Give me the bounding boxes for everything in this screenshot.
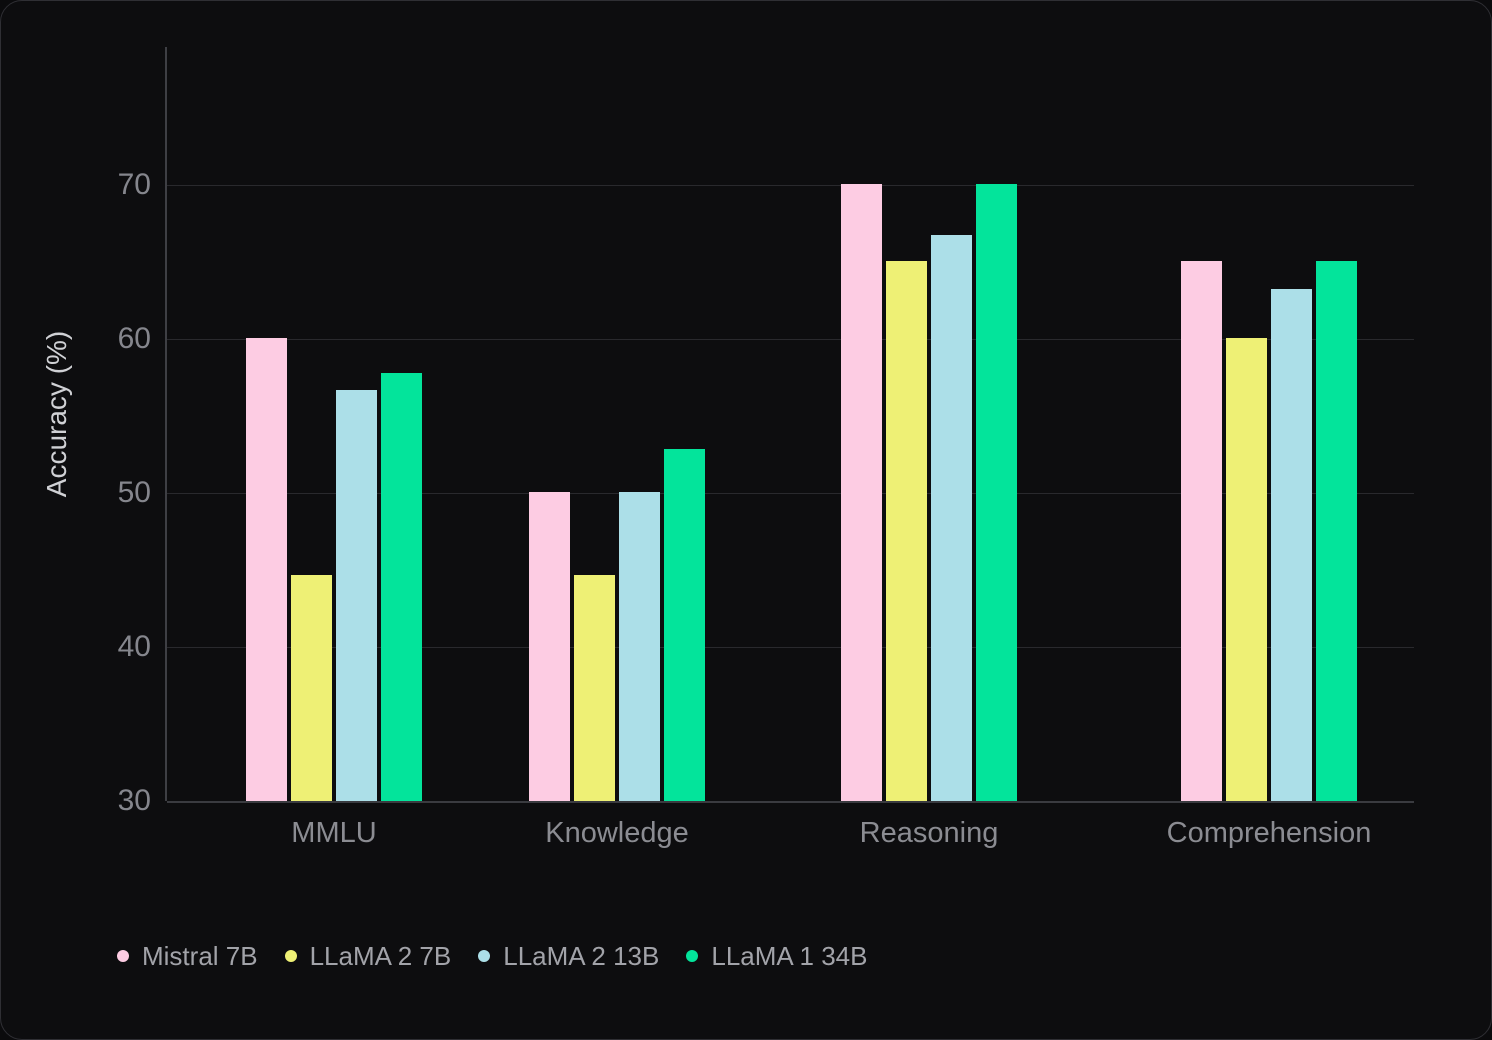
category-label-mmlu: MMLU: [291, 817, 377, 849]
bar-mistral-7b-mmlu[interactable]: [246, 337, 287, 801]
legend-dot-llama-1-34b: [686, 950, 699, 962]
bar-llama-2-13b-comprehension[interactable]: [1271, 288, 1312, 801]
gridline-70: [167, 184, 1414, 186]
y-axis: [165, 47, 167, 801]
gridline-50: [167, 492, 1414, 494]
category-label-reasoning: Reasoning: [859, 817, 999, 849]
bar-llama-2-7b-knowledge[interactable]: [574, 574, 615, 801]
category-label-knowledge: Knowledge: [545, 817, 689, 849]
category-label-comprehension: Comprehension: [1166, 817, 1372, 849]
bar-llama-2-13b-mmlu[interactable]: [336, 390, 377, 801]
legend-label: LLaMA 2 7B: [309, 941, 452, 971]
y-tick-label-60: 60: [117, 322, 151, 356]
bar-llama-2-7b-mmlu[interactable]: [291, 574, 332, 801]
bar-mistral-7b-comprehension[interactable]: [1181, 260, 1222, 801]
chart-legend: Mistral 7B LLaMA 2 7B LLaMA 2 13B LLaMA 1 3…: [117, 943, 867, 969]
legend-item-mistral-7b[interactable]: Mistral 7B: [117, 943, 258, 969]
y-tick-label-40: 40: [117, 630, 151, 664]
y-axis-title: Accuracy (%): [41, 330, 72, 498]
y-tick-label-50: 50: [117, 476, 151, 510]
y-tick-label-70: 70: [117, 168, 151, 202]
bar-llama-1-34b-mmlu[interactable]: [381, 373, 422, 801]
x-axis: [167, 801, 1414, 803]
legend-item-llama-2-13b[interactable]: LLaMA 2 13B: [478, 943, 659, 969]
legend-dot-llama-2-13b: [478, 950, 491, 962]
y-tick-label-30: 30: [117, 784, 151, 817]
bar-llama-2-13b-knowledge[interactable]: [619, 491, 660, 801]
bar-llama-1-34b-comprehension[interactable]: [1316, 260, 1357, 801]
bar-mistral-7b-knowledge[interactable]: [529, 491, 570, 801]
bar-llama-1-34b-reasoning[interactable]: [976, 183, 1017, 801]
legend-item-llama-1-34b[interactable]: LLaMA 1 34B: [686, 943, 867, 969]
gridline-60: [167, 338, 1414, 340]
legend-label: LLaMA 2 13B: [503, 941, 660, 971]
bar-llama-2-13b-reasoning[interactable]: [931, 234, 972, 801]
gridline-40: [167, 646, 1414, 648]
bar-llama-2-7b-comprehension[interactable]: [1226, 337, 1267, 801]
bar-llama-1-34b-knowledge[interactable]: [664, 448, 705, 801]
bar-mistral-7b-reasoning[interactable]: [841, 183, 882, 801]
legend-label: Mistral 7B: [142, 941, 258, 971]
legend-dot-llama-2-7b: [284, 950, 297, 962]
legend-dot-mistral-7b: [117, 950, 129, 962]
bar-llama-2-7b-reasoning[interactable]: [886, 260, 927, 801]
legend-item-llama-2-7b[interactable]: LLaMA 2 7B: [284, 941, 452, 971]
legend-label: LLaMA 1 34B: [711, 941, 868, 971]
